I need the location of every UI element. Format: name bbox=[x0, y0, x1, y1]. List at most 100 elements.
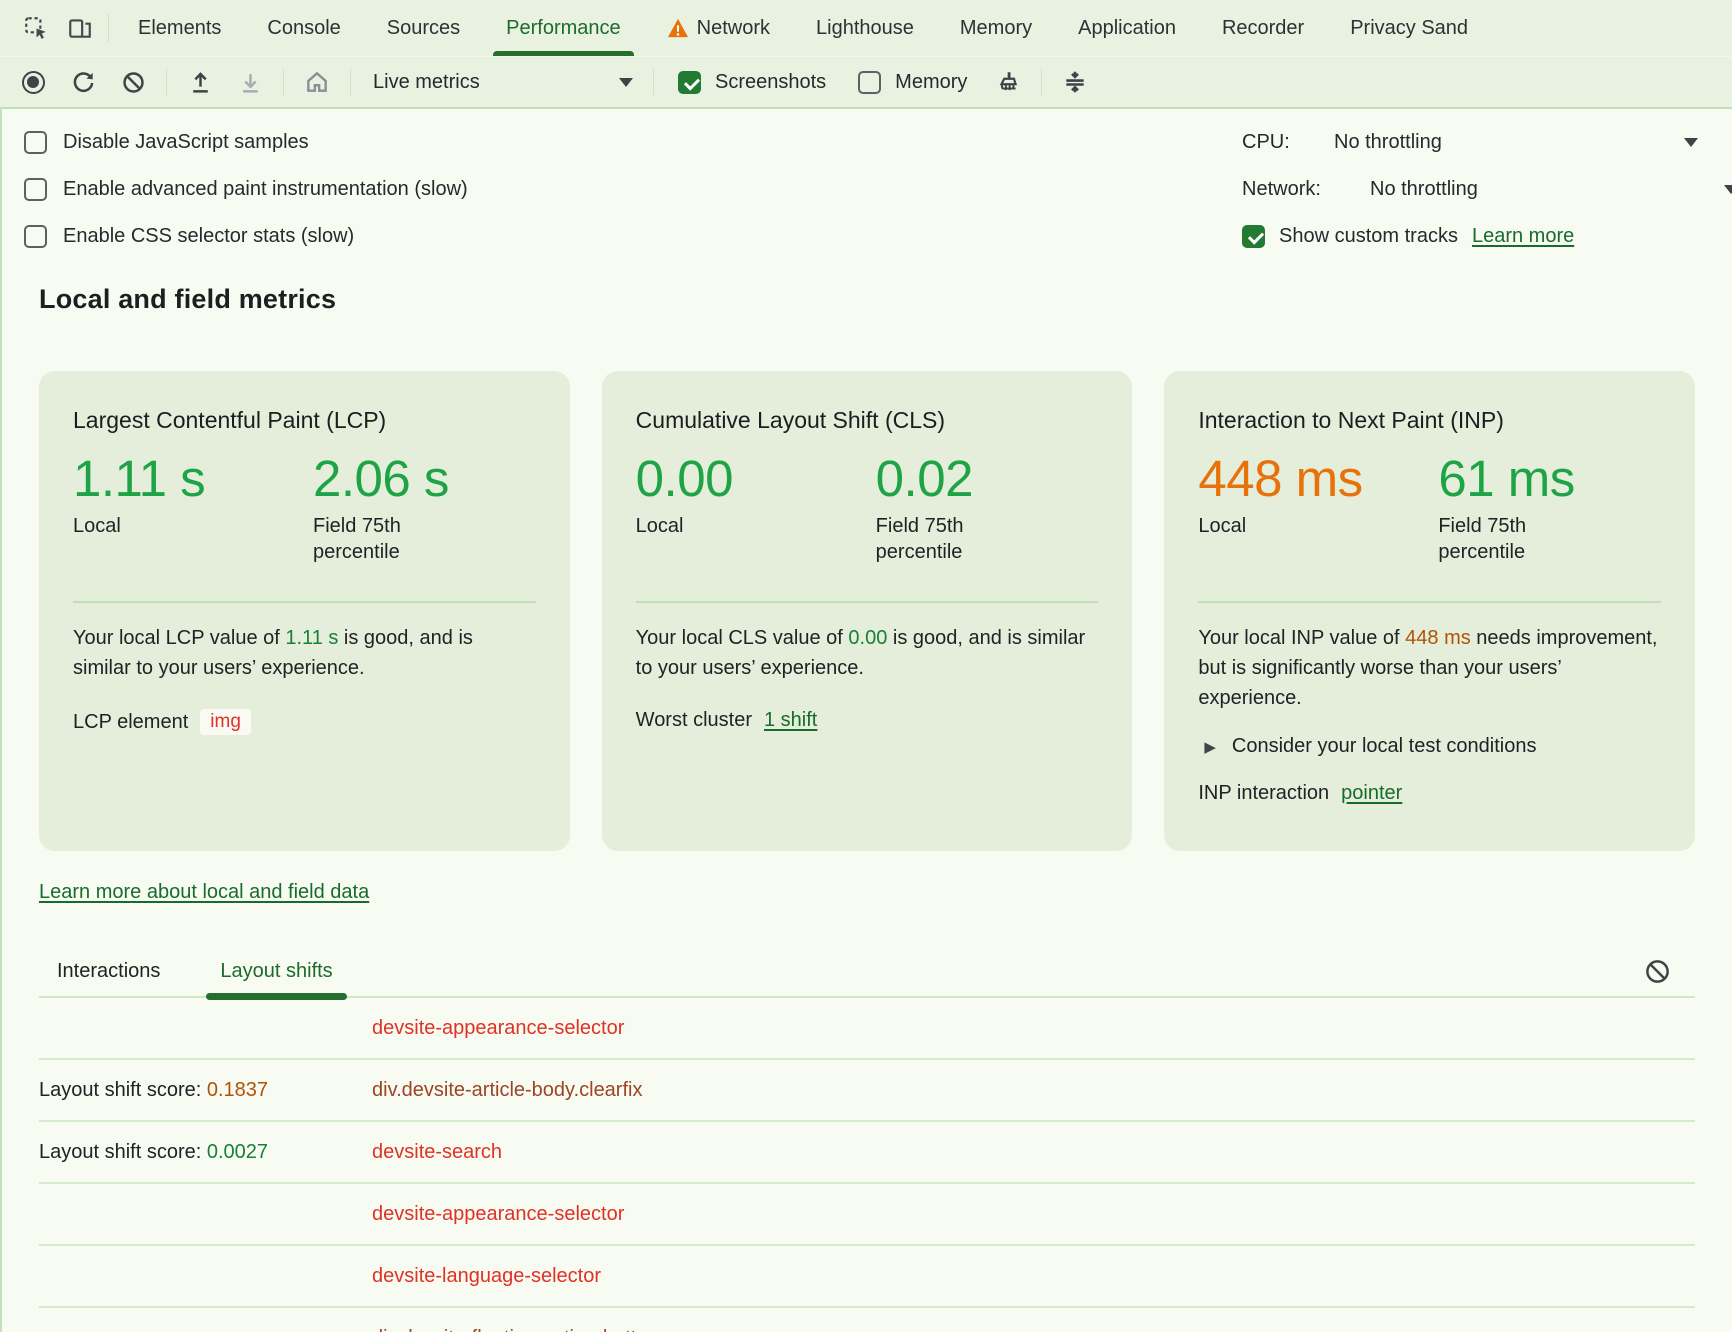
throttling-settings: CPU: No throttling Network: No throttlin… bbox=[1242, 121, 1732, 262]
worst-cluster-link[interactable]: 1 shift bbox=[764, 709, 817, 732]
upload-profile-icon[interactable] bbox=[179, 64, 221, 100]
show-custom-tracks-checkbox[interactable]: Show custom tracks Learn more bbox=[1242, 215, 1732, 257]
history-dropdown[interactable]: Live metrics bbox=[363, 64, 641, 100]
cpu-throttling-select[interactable]: CPU: No throttling bbox=[1242, 121, 1732, 163]
lcp-card: Largest Contentful Paint (LCP) 1.11 s Lo… bbox=[39, 371, 570, 851]
home-icon[interactable] bbox=[296, 64, 338, 100]
capture-settings: Disable JavaScript samples Enable advanc… bbox=[2, 109, 1732, 248]
lcp-description: Your local LCP value of 1.11 s is good, … bbox=[73, 623, 536, 683]
checkbox-icon bbox=[24, 178, 47, 201]
layout-shift-row: devsite-appearance-selector bbox=[39, 998, 1695, 1060]
cls-worst-cluster-row: Worst cluster 1 shift bbox=[636, 709, 1099, 732]
inp-local-metric: 448 ms Local bbox=[1198, 453, 1438, 565]
network-value: No throttling bbox=[1370, 178, 1478, 201]
network-label: Network: bbox=[1242, 178, 1370, 201]
gc-brush-icon[interactable] bbox=[987, 64, 1029, 100]
log-tabs: Interactions Layout shifts bbox=[39, 946, 1695, 998]
card-divider bbox=[73, 601, 536, 603]
lcp-field-metric: 2.06 s Field 75th percentile bbox=[313, 453, 449, 565]
layout-shift-row: Layout shift score: 0.1837 div.devsite-a… bbox=[39, 1060, 1695, 1122]
inp-interaction-row: INP interaction pointer bbox=[1198, 782, 1661, 805]
tab-lighthouse[interactable]: Lighthouse bbox=[793, 0, 937, 56]
tab-sources[interactable]: Sources bbox=[364, 0, 483, 56]
cpu-label: CPU: bbox=[1242, 131, 1334, 154]
shift-node-link[interactable]: devsite-search bbox=[372, 1141, 502, 1164]
inp-card-title: Interaction to Next Paint (INP) bbox=[1198, 405, 1661, 435]
cls-field-metric: 0.02 Field 75th percentile bbox=[876, 453, 1008, 565]
checkbox-icon bbox=[858, 71, 881, 94]
inp-interaction-link[interactable]: pointer bbox=[1341, 782, 1402, 805]
record-icon[interactable] bbox=[12, 64, 54, 100]
local-test-conditions-expander[interactable]: ▶ Consider your local test conditions bbox=[1198, 735, 1661, 758]
layout-shift-row: Layout shift score: 0.0027 devsite-searc… bbox=[39, 1122, 1695, 1184]
metric-cards: Largest Contentful Paint (LCP) 1.11 s Lo… bbox=[39, 371, 1695, 851]
shift-node-link[interactable]: div.devsite-article-body.clearfix bbox=[372, 1079, 642, 1102]
warning-icon bbox=[667, 18, 689, 38]
tab-elements[interactable]: Elements bbox=[115, 0, 244, 56]
collapse-tracks-icon[interactable] bbox=[1054, 64, 1096, 100]
lcp-local-value: 1.11 s bbox=[73, 453, 313, 505]
toolbar-separator bbox=[1041, 69, 1042, 95]
panel-body: Disable JavaScript samples Enable advanc… bbox=[0, 109, 1732, 1332]
card-divider bbox=[1198, 601, 1661, 603]
tab-layout-shifts[interactable]: Layout shifts bbox=[220, 946, 332, 996]
chevron-down-icon bbox=[1684, 138, 1698, 147]
field-data-learn-more-link[interactable]: Learn more about local and field data bbox=[39, 881, 369, 904]
devtools-tabbar: Elements Console Sources Performance Net… bbox=[0, 0, 1732, 57]
layout-shift-row: devsite-appearance-selector bbox=[39, 1184, 1695, 1246]
inp-description: Your local INP value of 448 ms needs imp… bbox=[1198, 623, 1661, 713]
lcp-field-value: 2.06 s bbox=[313, 453, 449, 505]
tab-application[interactable]: Application bbox=[1055, 0, 1199, 56]
chevron-down-icon bbox=[1724, 185, 1732, 194]
cls-card-title: Cumulative Layout Shift (CLS) bbox=[636, 405, 1099, 435]
memory-checkbox[interactable]: Memory bbox=[846, 71, 979, 94]
layout-shift-row: div.devsite-floating-action-buttons bbox=[39, 1308, 1695, 1332]
shift-node-link[interactable]: devsite-appearance-selector bbox=[372, 1203, 624, 1226]
inp-inline-value: 448 ms bbox=[1405, 627, 1471, 649]
tab-console[interactable]: Console bbox=[244, 0, 363, 56]
performance-toolbar: Live metrics Screenshots Memory bbox=[0, 57, 1732, 109]
clear-icon[interactable] bbox=[112, 64, 154, 100]
reload-and-record-icon[interactable] bbox=[62, 64, 104, 100]
cls-local-metric: 0.00 Local bbox=[636, 453, 876, 565]
tab-interactions[interactable]: Interactions bbox=[57, 946, 160, 996]
toolbar-separator bbox=[166, 69, 167, 95]
shift-node-link[interactable]: devsite-appearance-selector bbox=[372, 1017, 624, 1040]
tab-performance[interactable]: Performance bbox=[483, 0, 644, 56]
cls-inline-value: 0.00 bbox=[848, 627, 887, 649]
shift-node-link[interactable]: devsite-language-selector bbox=[372, 1265, 601, 1288]
download-profile-icon[interactable] bbox=[229, 64, 271, 100]
lcp-element-row: LCP element img bbox=[73, 709, 536, 735]
shift-node-link[interactable]: div.devsite-floating-action-buttons bbox=[372, 1327, 668, 1332]
toolbar-separator bbox=[350, 69, 351, 95]
toolbar-separator bbox=[283, 69, 284, 95]
screenshots-checkbox[interactable]: Screenshots bbox=[666, 71, 838, 94]
checkbox-icon bbox=[678, 71, 701, 94]
cls-description: Your local CLS value of 0.00 is good, an… bbox=[636, 623, 1099, 683]
custom-tracks-learn-more-link[interactable]: Learn more bbox=[1472, 225, 1574, 248]
cpu-value: No throttling bbox=[1334, 131, 1442, 154]
layout-shift-row: devsite-language-selector bbox=[39, 1246, 1695, 1308]
tab-network[interactable]: Network bbox=[644, 0, 793, 56]
clear-log-icon[interactable] bbox=[1644, 958, 1671, 985]
expand-triangle-icon: ▶ bbox=[1204, 738, 1216, 756]
card-divider bbox=[636, 601, 1099, 603]
inspect-element-icon[interactable] bbox=[14, 0, 58, 56]
lcp-local-metric: 1.11 s Local bbox=[73, 453, 313, 565]
toolbar-separator bbox=[653, 69, 654, 95]
chevron-down-icon bbox=[619, 78, 633, 87]
checkbox-icon bbox=[24, 131, 47, 154]
device-toolbar-icon[interactable] bbox=[58, 0, 102, 56]
history-dropdown-value: Live metrics bbox=[373, 71, 480, 94]
tab-privacy-sandbox[interactable]: Privacy Sand bbox=[1327, 0, 1491, 56]
lcp-element-node-link[interactable]: img bbox=[200, 709, 251, 735]
inp-field-value: 61 ms bbox=[1438, 453, 1574, 505]
lcp-inline-value: 1.11 s bbox=[285, 627, 338, 649]
network-throttling-select[interactable]: Network: No throttling bbox=[1242, 168, 1732, 210]
cls-local-value: 0.00 bbox=[636, 453, 876, 505]
tab-memory[interactable]: Memory bbox=[937, 0, 1055, 56]
tab-recorder[interactable]: Recorder bbox=[1199, 0, 1327, 56]
checkbox-icon bbox=[24, 225, 47, 248]
devtools-performance-panel: Elements Console Sources Performance Net… bbox=[0, 0, 1732, 1332]
checkbox-icon bbox=[1242, 225, 1265, 248]
